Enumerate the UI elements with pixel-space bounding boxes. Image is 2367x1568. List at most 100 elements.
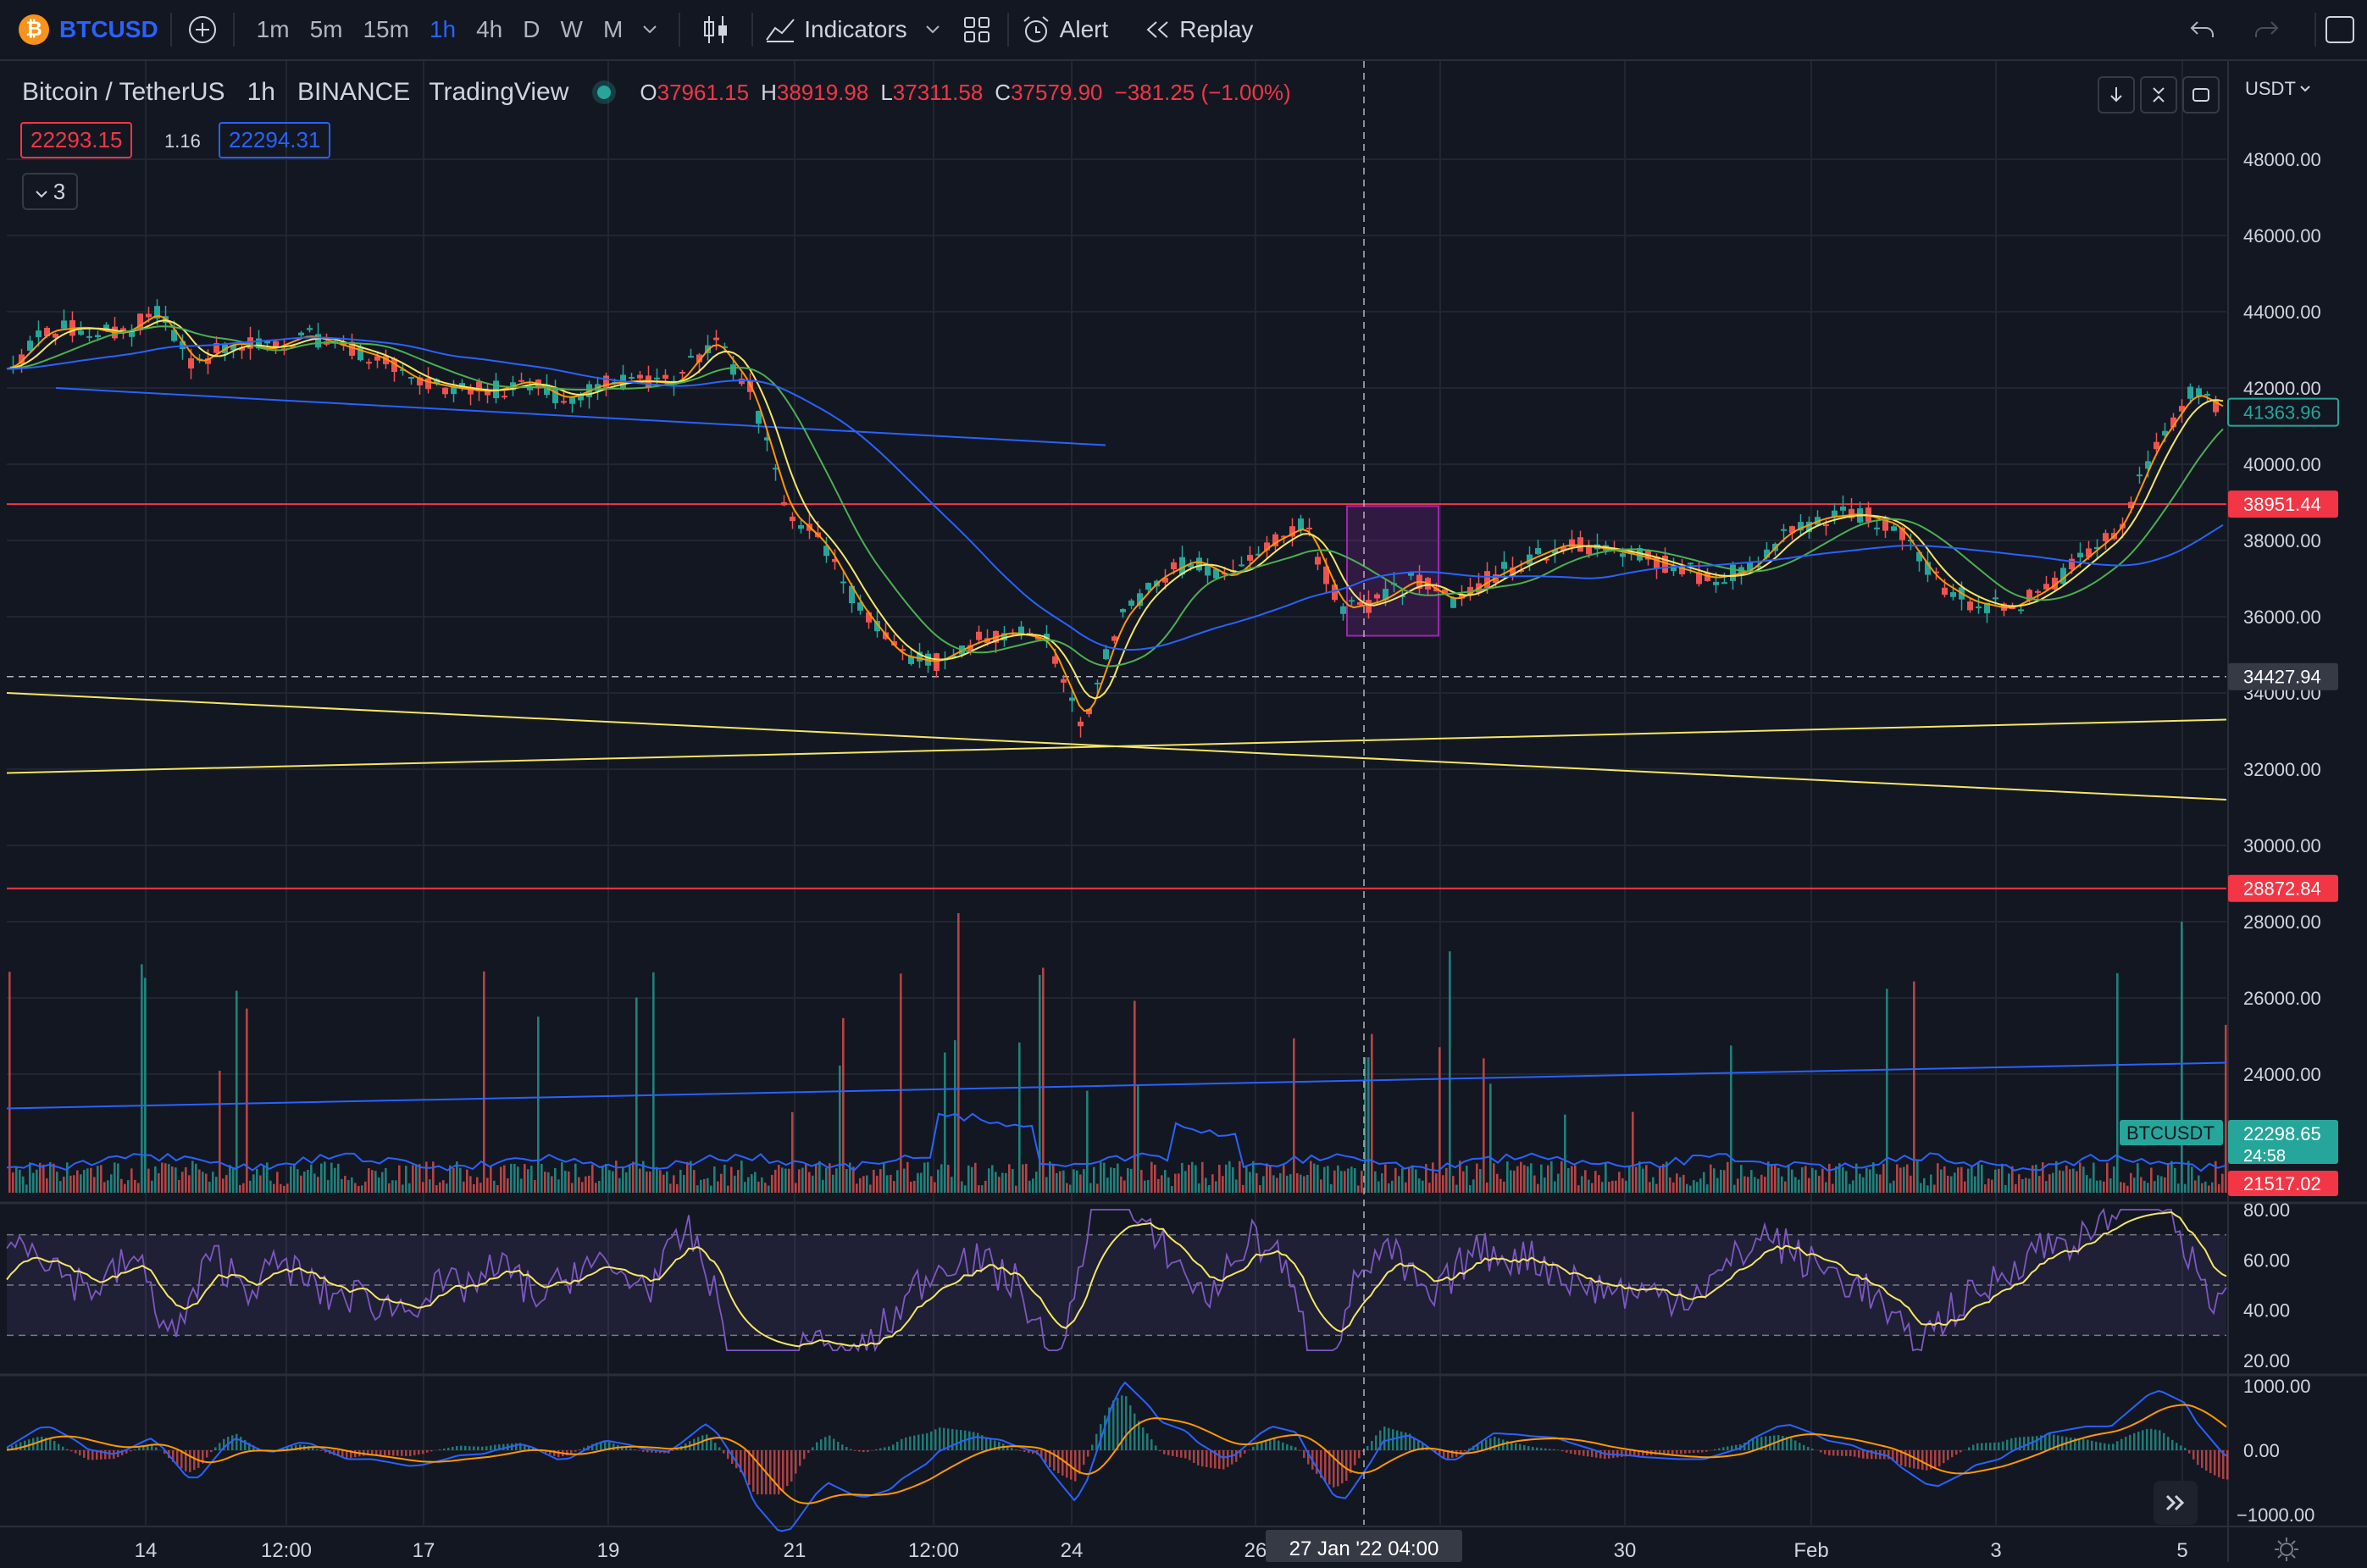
indicators-button[interactable]: Indicators (765, 0, 906, 59)
divider (170, 13, 172, 47)
macd-histogram-bar (803, 1450, 806, 1459)
volume-bar (1422, 1181, 1424, 1193)
volume-bar (2004, 1185, 2007, 1193)
volume-bar (774, 1170, 777, 1193)
timeframe-M[interactable]: M (593, 16, 633, 43)
highlight-rectangle[interactable] (1347, 507, 1438, 636)
timeframe-4h[interactable]: 4h (466, 16, 513, 43)
buy-price-button[interactable]: 22294.31 (219, 122, 330, 158)
macd-histogram-bar (896, 1442, 899, 1450)
timeframe-15m[interactable]: 15m (352, 16, 419, 43)
volume-bar (1974, 1177, 1976, 1193)
candle-body (1095, 683, 1100, 684)
volume-bar (1472, 1179, 1475, 1193)
volume-bar (1452, 1176, 1455, 1193)
redo-icon[interactable] (2249, 0, 2283, 59)
price-chart[interactable]: 48000.0046000.0044000.0042000.0040000.00… (0, 61, 2367, 1562)
layout-grid-icon[interactable] (958, 0, 995, 59)
volume-bar (69, 1176, 72, 1193)
volume-bar (713, 1166, 716, 1193)
candle-body (1349, 600, 1355, 601)
macd-histogram-bar (1231, 1450, 1233, 1465)
timeframe-1h[interactable]: 1h (419, 16, 466, 43)
volume-bar (1557, 1174, 1560, 1193)
volume-bar (707, 1178, 709, 1193)
volume-bar (679, 1170, 682, 1193)
volume-bar (1825, 1182, 1827, 1193)
compare-add-icon[interactable] (184, 0, 221, 59)
volume-bar (700, 1180, 702, 1193)
volume-bar (1103, 1163, 1106, 1193)
volume-bar (1354, 1168, 1356, 1193)
volume-bar (920, 1173, 923, 1193)
sell-price-button[interactable]: 22293.15 (20, 122, 132, 158)
macd-histogram-bar (1294, 1447, 1297, 1450)
volume-bar (175, 1167, 177, 1193)
candle-body (1891, 526, 1897, 530)
volume-bar (1903, 1167, 1905, 1193)
symbol-search[interactable]: ₿ BTCUSD (19, 0, 158, 59)
volume-bar (656, 1167, 658, 1193)
volume-bar (1235, 1179, 1238, 1193)
replay-button[interactable]: Replay (1144, 0, 1253, 59)
volume-bar (1621, 1178, 1624, 1193)
timeframe-dropdown-chevron-icon[interactable] (633, 0, 667, 59)
timeframe-D[interactable]: D (513, 16, 550, 43)
volume-bar (1435, 1173, 1438, 1193)
volume-bar (1547, 1166, 1549, 1193)
volume-bar (2065, 1166, 2068, 1193)
maximize-pane-icon[interactable] (2182, 76, 2220, 114)
macd-histogram-bar (460, 1446, 463, 1450)
volume-bar (476, 1177, 479, 1193)
volume-bar (2143, 1181, 2146, 1193)
macd-histogram-bar (354, 1450, 357, 1457)
macd-histogram-bar (2116, 1441, 2119, 1450)
timeframe-5m[interactable]: 5m (300, 16, 353, 43)
macd-histogram-bar (837, 1442, 840, 1450)
candles-chart-type-icon[interactable] (692, 0, 740, 59)
volume-bar (513, 1164, 516, 1193)
volume-bar (198, 1170, 201, 1193)
settings-gear-icon[interactable] (2272, 1535, 2301, 1568)
pair-name[interactable]: Bitcoin / TetherUS (22, 78, 225, 107)
symbol-name[interactable]: BTCUSD (59, 16, 158, 43)
volume-bar (1022, 1165, 1024, 1193)
macd-histogram-bar (2171, 1440, 2174, 1450)
macd-histogram-bar (1693, 1450, 1695, 1453)
volume-bar (1245, 1167, 1248, 1193)
timeframe-W[interactable]: W (551, 16, 593, 43)
macd-histogram-bar (1820, 1450, 1822, 1452)
collapse-pane-icon[interactable] (2140, 76, 2177, 114)
indicator-legend-toggle[interactable]: 3 (22, 173, 78, 210)
macd-histogram-bar (845, 1447, 848, 1450)
macd-histogram-bar (956, 1430, 958, 1450)
undo-icon[interactable] (2186, 0, 2220, 59)
volume-bar (869, 1184, 872, 1193)
timeframe-1m[interactable]: 1m (247, 16, 300, 43)
alert-button[interactable]: Alert (1021, 0, 1109, 59)
macd-histogram-bar (1858, 1450, 1860, 1458)
volume-bar (886, 1175, 889, 1193)
volume-bar (1035, 1172, 1038, 1193)
volume-bar (618, 1178, 621, 1193)
macd-histogram-bar (1591, 1450, 1594, 1457)
scroll-to-realtime-button[interactable] (2154, 1481, 2198, 1525)
macd-histogram-bar (1515, 1443, 1517, 1450)
volume-bar (1625, 1181, 1627, 1193)
macd-histogram-bar (1299, 1450, 1301, 1451)
fullscreen-window-icon[interactable] (2323, 0, 2357, 59)
indicators-dropdown-chevron-icon[interactable] (907, 0, 958, 59)
macd-histogram-bar (1998, 1443, 2000, 1450)
volume-bar (1418, 1178, 1421, 1193)
currency-selector[interactable]: USDT (2245, 78, 2311, 100)
volume-bar (2099, 1180, 2102, 1193)
macd-histogram-bar (867, 1450, 869, 1452)
price-axis-tick: 46000.00 (2243, 225, 2321, 247)
volume-bar (269, 1181, 272, 1193)
volume-bar (534, 1180, 536, 1193)
volume-bar (134, 1180, 136, 1193)
volume-bar (1388, 1183, 1390, 1193)
volume-bar (347, 1180, 350, 1193)
scroll-down-arrow-icon[interactable] (2098, 76, 2135, 114)
